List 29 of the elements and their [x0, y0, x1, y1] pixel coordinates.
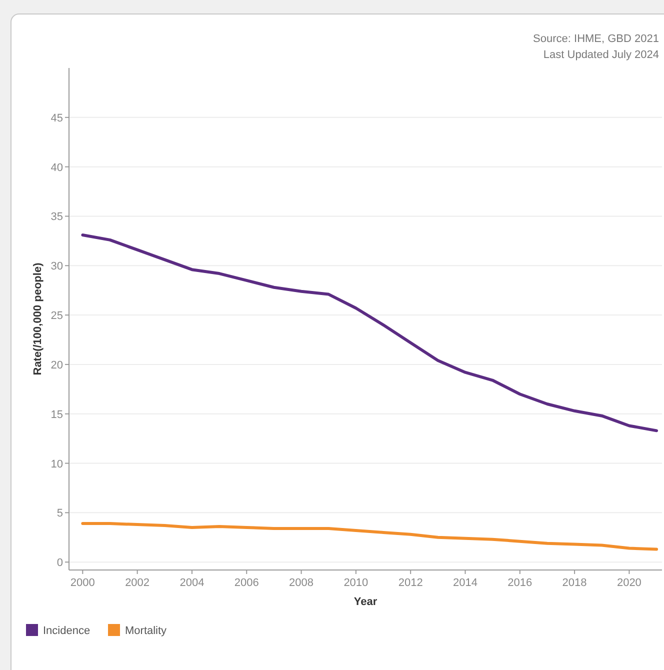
legend-label: Incidence: [43, 625, 90, 637]
y-tick-label: 20: [50, 359, 63, 372]
y-tick-label: 0: [56, 557, 63, 570]
y-tick-label: 5: [56, 508, 63, 520]
x-tick-label: 2006: [234, 577, 259, 589]
text: Last Updated July 2024: [543, 49, 659, 61]
x-tick-label: 2014: [453, 577, 478, 589]
x-tick-label: 2004: [180, 577, 204, 589]
y-axis-title: Rate(/100,000 people): [32, 262, 44, 376]
y-tick-label: 25: [50, 310, 63, 322]
legend-label: Mortality: [125, 625, 168, 637]
x-tick-label: 2016: [508, 577, 532, 589]
x-tick-label: 2002: [125, 577, 150, 589]
y-tick-label: 30: [50, 260, 63, 273]
x-axis-title: Year: [354, 596, 378, 608]
source-note: Source: IHME, GBD 2021: [533, 33, 659, 45]
x-tick-label: 2008: [289, 577, 314, 589]
x-tick-label: 2012: [398, 577, 423, 589]
line-series: [81, 522, 658, 551]
y-tick-label: 10: [50, 458, 63, 470]
x-tick-label: 2020: [616, 577, 642, 589]
x-tick-label: 2000: [70, 577, 95, 589]
y-tick-label: 45: [50, 112, 63, 124]
x-tick-label: 2010: [344, 577, 368, 589]
x-tick-label: 2018: [562, 577, 587, 589]
y-tick-label: 35: [50, 211, 63, 224]
y-tick-label: 40: [50, 162, 63, 174]
line-series: [81, 234, 658, 432]
y-tick-label: 15: [50, 408, 63, 421]
